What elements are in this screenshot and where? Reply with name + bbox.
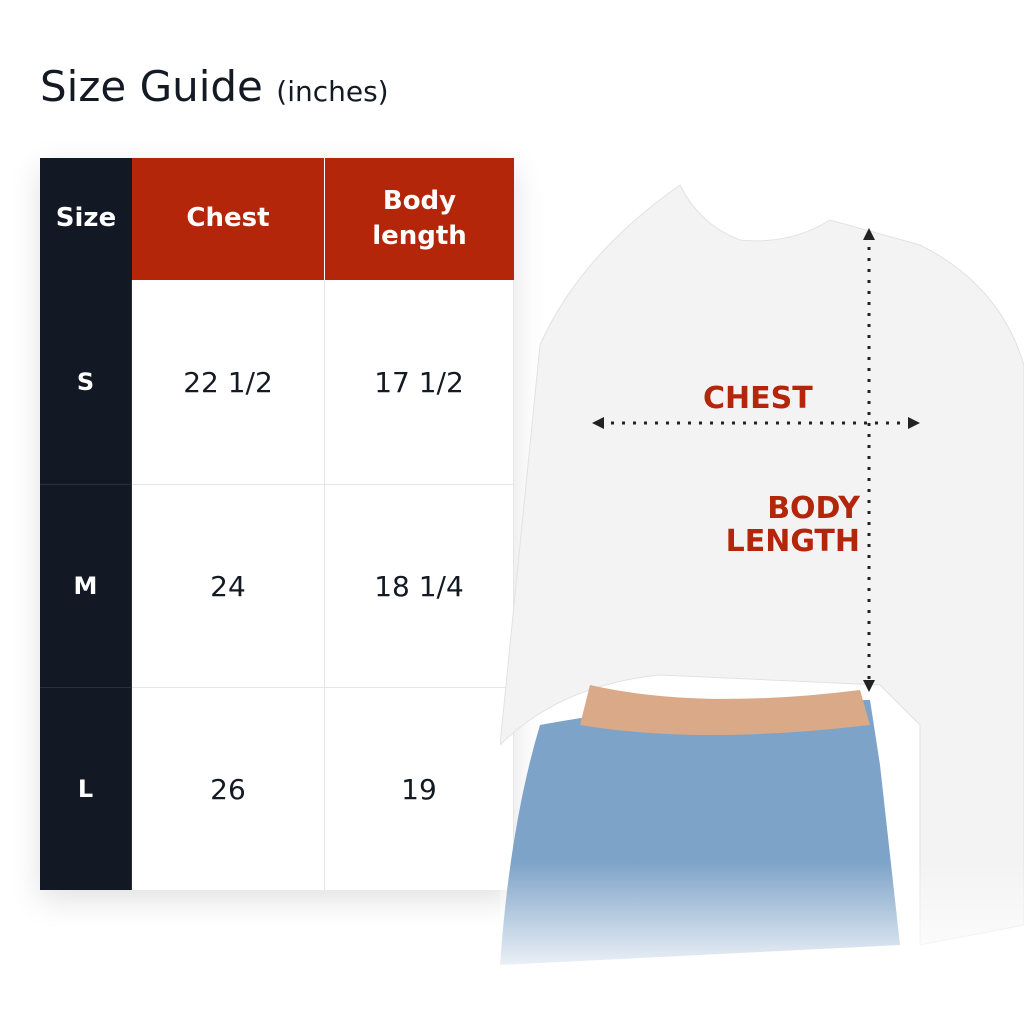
arrow-head	[863, 228, 875, 240]
row-chest: 22 1/2	[132, 280, 325, 485]
arrow-head	[592, 417, 604, 429]
row-size: S	[40, 280, 132, 485]
row-size: M	[40, 485, 132, 688]
title-text: Size Guide	[40, 62, 263, 111]
body-length-label: BODY LENGTH	[725, 491, 860, 559]
unit-text: (inches)	[276, 75, 389, 108]
page-title: Size Guide (inches)	[40, 62, 389, 111]
row-size: L	[40, 688, 132, 890]
model-photo	[500, 165, 1024, 985]
row-length: 19	[325, 688, 514, 890]
arrow-head	[863, 680, 875, 692]
size-table: Size Chest Body length S 22 1/2 17 1/2 M…	[40, 158, 514, 890]
chest-label: CHEST	[703, 381, 813, 416]
row-chest: 24	[132, 485, 325, 688]
row-chest: 26	[132, 688, 325, 890]
arrow-head	[908, 417, 920, 429]
size-column	[40, 158, 132, 890]
header-body-length: Body length	[325, 158, 514, 280]
header-size: Size	[40, 158, 132, 280]
header-chest: Chest	[132, 158, 325, 280]
